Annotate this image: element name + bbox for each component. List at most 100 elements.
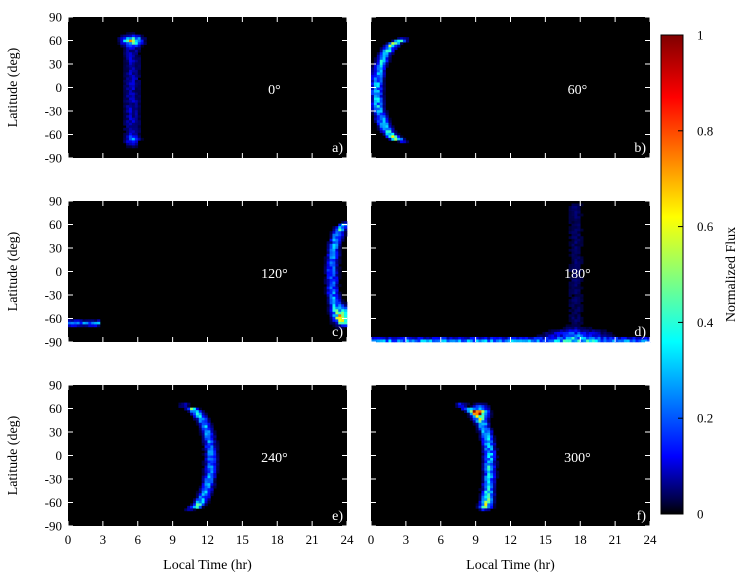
- colorbar-gradient: [660, 34, 684, 515]
- heatmap-cell: [213, 447, 217, 451]
- heatmap-cell: [207, 422, 211, 426]
- heatmap-cell: [487, 420, 491, 424]
- heatmap-cell: [338, 311, 342, 315]
- heatmap-cell: [341, 238, 345, 242]
- heatmap-cell: [376, 90, 381, 93]
- heatmap-cell: [131, 140, 136, 144]
- heatmap-cell: [216, 468, 220, 471]
- heatmap-cell: [493, 478, 497, 481]
- heatmap-cell: [586, 326, 590, 330]
- heatmap-cell: [210, 473, 214, 476]
- heatmap-cell: [323, 261, 327, 265]
- heatmap-cell: [568, 226, 572, 229]
- heatmap-cell: [85, 324, 89, 328]
- heatmap-cell: [429, 339, 433, 343]
- heatmap-cell: [201, 500, 205, 504]
- heatmap-cell: [478, 410, 482, 413]
- heatmap-cell: [335, 281, 339, 285]
- heatmap-cell: [129, 100, 133, 103]
- panel-letter: c): [332, 325, 343, 340]
- heatmap-cell: [192, 417, 197, 421]
- heatmap-cell: [495, 473, 500, 476]
- heatmap-cell: [487, 455, 491, 459]
- heatmap-cell: [487, 475, 491, 479]
- heatmap-cell: [332, 294, 336, 297]
- heatmap-cell: [493, 452, 497, 456]
- heatmap-cell: [332, 309, 336, 313]
- x-tick-label: 18: [574, 532, 587, 547]
- heatmap-cells: [371, 37, 410, 144]
- heatmap-cell: [571, 331, 575, 335]
- heatmap-cell: [137, 107, 141, 111]
- heatmap-cell: [487, 485, 491, 489]
- heatmap-cell: [603, 334, 607, 338]
- heatmap-cell: [571, 334, 575, 338]
- heatmap-cell: [487, 470, 491, 474]
- heatmap-cell: [137, 100, 141, 103]
- heatmap-cell: [379, 59, 383, 63]
- heatmap-cell: [400, 135, 404, 139]
- heatmap-cell: [571, 301, 575, 305]
- heatmap-cell: [137, 117, 141, 121]
- heatmap-cell: [379, 100, 383, 103]
- heatmap-cell: [379, 122, 383, 126]
- heatmap-cell: [134, 100, 139, 103]
- heatmap-cell: [594, 336, 598, 340]
- panel-angle-label: 180°: [564, 267, 591, 282]
- heatmap-cell: [577, 289, 581, 292]
- heatmap-cell: [201, 495, 205, 499]
- heatmap-cell: [181, 402, 185, 406]
- heatmap-cell: [536, 334, 540, 338]
- heatmap-cell: [129, 59, 133, 63]
- heatmap-cell: [134, 115, 139, 119]
- heatmap-cell: [574, 316, 578, 320]
- heatmap-cell: [554, 334, 558, 338]
- heatmap-cell: [629, 336, 633, 340]
- heatmap-cell: [379, 79, 383, 83]
- heatmap-cell: [129, 49, 133, 53]
- heatmap-cell: [204, 425, 208, 429]
- heatmap-cell: [326, 266, 330, 270]
- heatmap-cell: [490, 490, 494, 494]
- heatmap-cell: [332, 246, 336, 250]
- heatmap-cell: [481, 505, 485, 509]
- heatmap-cell: [600, 336, 604, 340]
- heatmap-cell: [131, 84, 136, 88]
- heatmap-cell: [382, 62, 386, 66]
- heatmap-cell: [487, 445, 491, 449]
- heatmap-cell: [91, 319, 95, 323]
- heatmap-cell: [134, 52, 139, 56]
- heatmap-cell: [137, 120, 141, 124]
- heatmap-cell: [338, 294, 342, 297]
- heatmap-cell: [73, 319, 78, 323]
- heatmap-cell: [464, 336, 468, 340]
- heatmap-cell: [379, 339, 383, 343]
- heatmap-cell: [123, 54, 127, 58]
- heatmap-cell: [376, 59, 381, 63]
- heatmap-cell: [332, 306, 336, 310]
- heatmap-cell: [571, 321, 575, 325]
- heatmap-cell: [484, 447, 488, 451]
- heatmap-cell: [533, 336, 537, 340]
- heatmap-cell: [332, 279, 336, 282]
- heatmap-cell: [571, 258, 575, 262]
- heatmap-cell: [123, 42, 127, 45]
- heatmap-cell: [376, 112, 381, 116]
- y-tick-label: -30: [45, 104, 62, 119]
- heatmap-cell: [195, 420, 200, 424]
- heatmap-cell: [137, 137, 141, 141]
- heatmap-cell: [580, 276, 584, 280]
- heatmap-cell: [129, 112, 133, 116]
- heatmap-cell: [487, 410, 491, 413]
- x-tick-label: 6: [135, 532, 142, 547]
- heatmap-cell: [195, 417, 200, 421]
- heatmap-cell: [338, 241, 342, 245]
- heatmap-cell: [481, 470, 485, 474]
- heatmap-cell: [609, 339, 613, 343]
- heatmap-cell: [577, 311, 581, 315]
- heatmap-cell: [382, 117, 386, 121]
- heatmap-cell: [120, 44, 124, 48]
- heatmap-cell: [612, 334, 616, 338]
- heatmap-cell: [204, 465, 208, 469]
- x-tick-label: 12: [201, 532, 214, 547]
